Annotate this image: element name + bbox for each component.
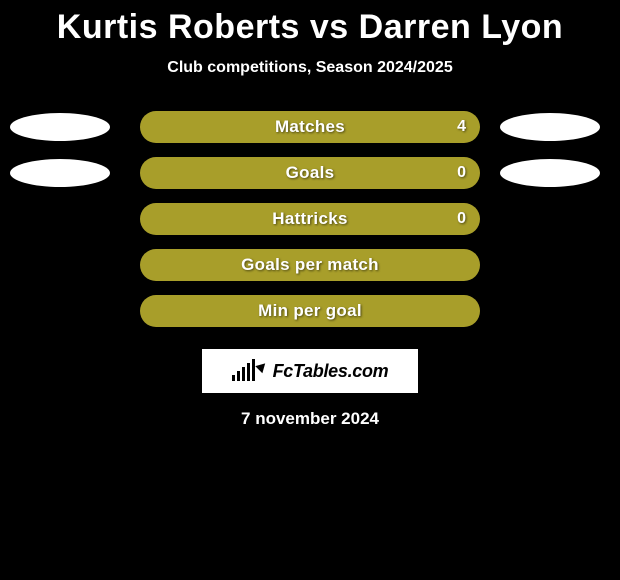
- stat-row: Goals 0: [0, 157, 620, 189]
- stat-label: Goals: [286, 163, 335, 183]
- stat-row: Hattricks 0: [0, 203, 620, 235]
- vs-separator: vs: [310, 8, 349, 46]
- comparison-infographic: Kurtis Roberts vs Darren Lyon Club compe…: [0, 0, 620, 429]
- right-ellipse: [500, 113, 600, 141]
- stat-bar-wrap: Goals per match: [140, 249, 480, 281]
- subtitle: Club competitions, Season 2024/2025: [0, 59, 620, 77]
- stat-label: Hattricks: [272, 209, 347, 229]
- stat-bar: Goals per match: [140, 249, 480, 281]
- right-ellipse: [500, 159, 600, 187]
- stat-value: 0: [457, 164, 466, 182]
- arrow-icon: [255, 359, 268, 372]
- source-logo: FcTables.com: [202, 349, 418, 393]
- stat-bar: Hattricks 0: [140, 203, 480, 235]
- stat-bar-wrap: Matches 4: [140, 111, 480, 143]
- page-title: Kurtis Roberts vs Darren Lyon: [0, 8, 620, 47]
- stat-bar: Goals 0: [140, 157, 480, 189]
- stat-row: Matches 4: [0, 111, 620, 143]
- stat-bar-wrap: Min per goal: [140, 295, 480, 327]
- stat-bar-wrap: Hattricks 0: [140, 203, 480, 235]
- stat-value: 4: [457, 118, 466, 136]
- player2-name: Darren Lyon: [359, 8, 564, 46]
- left-ellipse: [10, 113, 110, 141]
- bars-icon: [232, 361, 255, 381]
- logo-text: FcTables.com: [273, 361, 389, 382]
- stat-value: 0: [457, 210, 466, 228]
- date-label: 7 november 2024: [0, 409, 620, 429]
- stat-bar: Min per goal: [140, 295, 480, 327]
- stat-rows: Matches 4 Goals 0 Hattricks 0 Goals per match M…: [0, 111, 620, 327]
- stat-bar: Matches 4: [140, 111, 480, 143]
- stat-label: Matches: [275, 117, 345, 137]
- player1-name: Kurtis Roberts: [57, 8, 300, 46]
- stat-bar-wrap: Goals 0: [140, 157, 480, 189]
- left-ellipse: [10, 159, 110, 187]
- stat-label: Goals per match: [241, 255, 379, 275]
- stat-row: Min per goal: [0, 295, 620, 327]
- stat-label: Min per goal: [258, 301, 362, 321]
- stat-row: Goals per match: [0, 249, 620, 281]
